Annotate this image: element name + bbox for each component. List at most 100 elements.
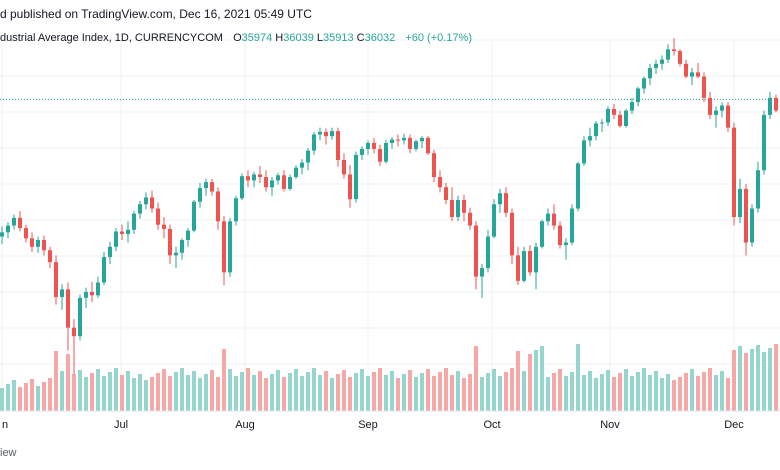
volume-bar [240, 372, 244, 411]
volume-bar [612, 377, 616, 411]
volume-bar [306, 372, 310, 411]
published-text: d published on TradingView.com, Dec 16, … [0, 7, 312, 21]
volume-bar [432, 376, 436, 411]
volume-bar [690, 369, 694, 411]
candle-body [300, 162, 304, 168]
candle-body [462, 200, 466, 213]
candle-body [564, 242, 568, 246]
high-value: 36039 [283, 32, 314, 44]
volume-bar [564, 376, 568, 411]
candle-body [72, 327, 76, 337]
candle-body [492, 204, 496, 237]
candle-body [726, 105, 730, 128]
volume-bar [330, 378, 334, 411]
candle-body [576, 163, 580, 209]
volume-bar [42, 382, 46, 411]
volume-bar [558, 369, 562, 411]
volume-bar [570, 372, 574, 411]
volume-bar [546, 377, 550, 411]
candle-body [510, 212, 514, 256]
volume-bar [666, 374, 670, 411]
volume-bar [312, 368, 316, 411]
x-tick-label: Jul [114, 419, 128, 431]
volume-bar [672, 380, 676, 411]
candle-body [204, 182, 208, 189]
volume-bar [258, 371, 262, 411]
candle-body [720, 105, 724, 111]
candle-body [144, 197, 148, 205]
candle-body [312, 134, 316, 151]
volume-bar [246, 368, 250, 411]
volume-bar [660, 378, 664, 411]
volume-bar [222, 349, 226, 411]
volume-bar [726, 378, 730, 411]
candle-body [594, 123, 598, 137]
candle-body [648, 68, 652, 79]
symbol-legend: dustrial Average Index, 1D, CURRENCYCOM … [0, 32, 472, 44]
volume-bar [744, 353, 748, 411]
volume-bar [72, 374, 76, 411]
candle-body [402, 137, 406, 141]
volume-bar [480, 377, 484, 411]
volume-bar [102, 376, 106, 411]
low-label: L [316, 32, 324, 44]
candle-body [276, 175, 280, 181]
candle-body [702, 76, 706, 98]
volume-bar [300, 376, 304, 411]
candle-body [396, 139, 400, 141]
candle-body [150, 197, 154, 209]
footer-brand-text: iew [0, 447, 17, 459]
time-axis: n Jul Aug Sep Oct Nov Dec [2, 419, 744, 431]
candle-body [222, 221, 226, 273]
volume-bar [600, 374, 604, 411]
candle-body [672, 49, 676, 52]
candle-body [0, 232, 4, 237]
volume-bar [66, 354, 70, 411]
x-tick-label: Aug [235, 419, 255, 431]
low-value: 35913 [323, 32, 354, 44]
candle-body [246, 176, 250, 181]
volume-bar [708, 368, 712, 411]
candle-body [12, 217, 16, 226]
candle-body [522, 251, 526, 281]
candle-body [258, 174, 262, 178]
candle-body [654, 63, 658, 69]
candle-body [438, 177, 442, 188]
candle-body [690, 72, 694, 77]
candle-body [234, 198, 238, 222]
candle-body [270, 180, 274, 188]
candle-body [252, 174, 256, 181]
volume-bar [474, 346, 478, 411]
candle-body [516, 255, 520, 281]
candle-body [384, 142, 388, 162]
volume-bar [402, 374, 406, 411]
candle-body [480, 268, 484, 277]
candle-body [696, 72, 700, 77]
candle-body [42, 240, 46, 251]
candle-body [546, 213, 550, 222]
volume-bar [78, 370, 82, 411]
candle-body [432, 153, 436, 178]
volume-bar [762, 352, 766, 411]
candle-body [36, 240, 40, 247]
volume-bar [18, 387, 22, 411]
candle-body [156, 208, 160, 225]
volume-bar [642, 368, 646, 411]
close-value: 36032 [364, 32, 396, 44]
volume-bar [348, 377, 352, 411]
candle-body [336, 131, 340, 160]
volume-bar [540, 346, 544, 411]
volume-bar [198, 378, 202, 411]
candle-body [474, 225, 478, 277]
candle-body [294, 167, 298, 178]
volume-bar [438, 372, 442, 411]
candle-body [324, 131, 328, 137]
volume-bar [60, 371, 64, 411]
volume-bar [522, 371, 526, 411]
candle-body [732, 127, 736, 218]
volume-bar [216, 377, 220, 411]
volume-bar [324, 371, 328, 411]
volume-bar [756, 345, 760, 411]
candle-body [660, 59, 664, 64]
